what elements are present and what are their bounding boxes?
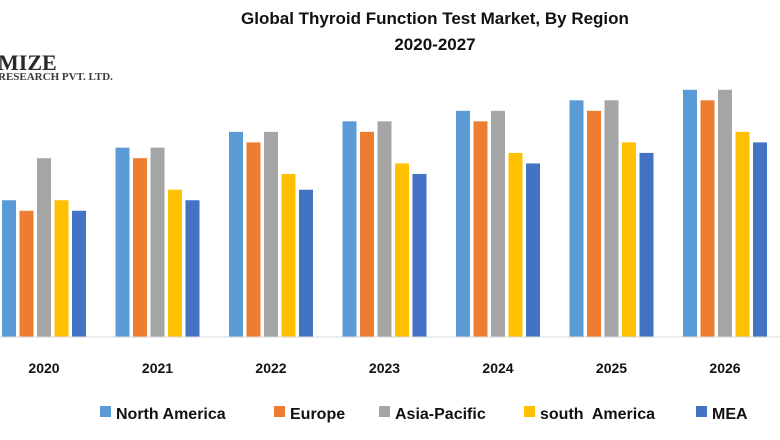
bar-europe-2025 xyxy=(587,110,601,337)
bar-north-america-2022 xyxy=(229,131,243,337)
legend-swatch-europe xyxy=(274,406,285,417)
bar-north-america-2021 xyxy=(115,147,130,337)
x-tick-labels: 2020 2021 2022 2023 2024 2025 2026 xyxy=(28,360,740,376)
bar-asia-pacific-2024 xyxy=(491,110,505,337)
legend-swatch-asia-pacific xyxy=(379,406,390,417)
bar-south-america-2026 xyxy=(735,131,750,337)
bar-europe-2024 xyxy=(473,121,488,337)
legend: North America Europe Asia-Pacific south Ame… xyxy=(100,406,748,423)
bars-group xyxy=(2,89,767,337)
bar-south-america-2022 xyxy=(281,173,296,337)
bar-south-america-2024 xyxy=(508,152,523,337)
legend-swatch-mea xyxy=(696,406,707,417)
bar-south-america-2021 xyxy=(168,189,182,337)
bar-south-america-2023 xyxy=(395,163,409,337)
x-tick-label-2021: 2021 xyxy=(142,360,173,376)
bar-mea-2020 xyxy=(72,210,86,337)
bar-europe-2020 xyxy=(19,210,34,337)
x-tick-label-2023: 2023 xyxy=(369,360,400,376)
x-tick-label-2020: 2020 xyxy=(28,360,59,376)
bar-asia-pacific-2022 xyxy=(264,131,278,337)
bar-south-america-2020 xyxy=(54,200,69,337)
legend-label-north-america: North America xyxy=(116,406,226,423)
x-tick-label-2026: 2026 xyxy=(709,360,740,376)
x-tick-label-2025: 2025 xyxy=(596,360,627,376)
bar-mea-2021 xyxy=(185,200,200,337)
bar-asia-pacific-2020 xyxy=(37,158,51,337)
chart-subtitle: 2020-2027 xyxy=(394,35,475,54)
bar-europe-2021 xyxy=(133,158,147,337)
bar-north-america-2023 xyxy=(342,121,357,337)
bar-europe-2026 xyxy=(700,100,715,337)
chart-title: Global Thyroid Function Test Market, By … xyxy=(241,9,629,28)
bar-europe-2023 xyxy=(360,131,374,337)
bar-north-america-2026 xyxy=(683,89,697,337)
legend-swatch-north-america xyxy=(100,406,111,417)
bar-mea-2024 xyxy=(526,163,540,337)
bar-mea-2026 xyxy=(753,142,767,337)
bar-asia-pacific-2021 xyxy=(150,147,165,337)
legend-swatch-south-america xyxy=(524,406,535,417)
bar-europe-2022 xyxy=(246,142,261,337)
bar-asia-pacific-2026 xyxy=(718,89,732,337)
bar-north-america-2025 xyxy=(569,100,584,337)
watermark-logo-text: MIZE xyxy=(0,50,57,75)
bar-asia-pacific-2025 xyxy=(604,100,619,337)
x-tick-label-2024: 2024 xyxy=(482,360,513,376)
legend-label-mea: MEA xyxy=(712,406,748,423)
bar-mea-2025 xyxy=(639,152,654,337)
bar-north-america-2024 xyxy=(456,110,470,337)
bar-south-america-2025 xyxy=(622,142,636,337)
watermark-company-text: RESEARCH PVT. LTD. xyxy=(0,71,113,83)
bar-mea-2023 xyxy=(412,173,427,337)
legend-label-asia-pacific: Asia-Pacific xyxy=(395,406,486,423)
x-tick-label-2022: 2022 xyxy=(255,360,286,376)
legend-label-europe: Europe xyxy=(290,406,345,423)
legend-label-south-america: south America xyxy=(540,406,655,423)
bar-mea-2022 xyxy=(299,189,313,337)
bar-north-america-2020 xyxy=(2,200,16,337)
bar-asia-pacific-2023 xyxy=(377,121,392,337)
